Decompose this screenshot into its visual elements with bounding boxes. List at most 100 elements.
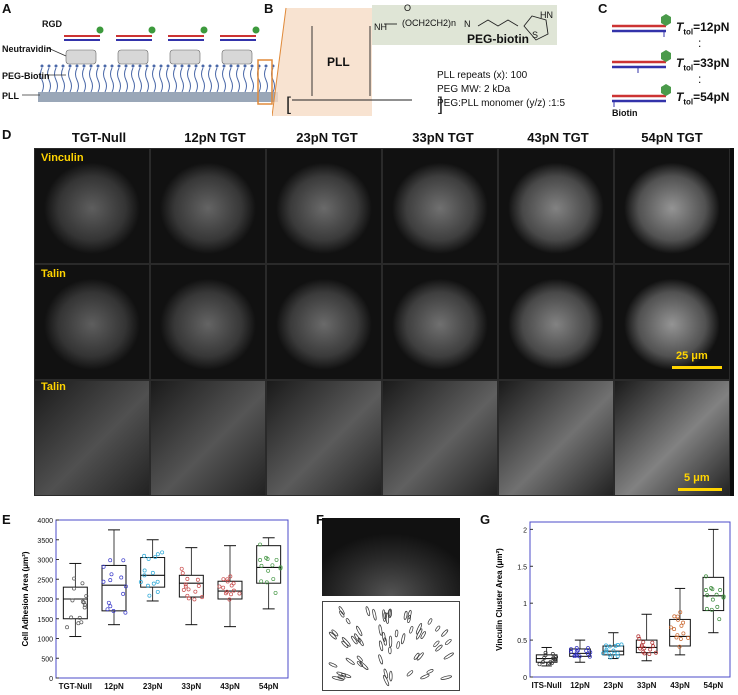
data-point [586,646,590,651]
data-point [155,552,160,557]
data-point [225,589,229,594]
data-point [264,580,269,585]
data-point [70,598,75,603]
box-TGT-Null [62,562,89,638]
data-point [543,650,548,655]
x-tick-label: TGT-Null [59,682,92,691]
panel-e-label: E [2,512,11,527]
box-23pN [138,539,166,602]
data-point [69,615,74,620]
data-point [710,597,715,602]
data-point [601,651,606,656]
rgd-label: RGD [42,19,62,29]
chem-chain: (OCH2CH2)n [402,18,457,28]
data-point [195,577,200,582]
data-point [717,617,722,622]
data-point [278,566,283,571]
y-tick-label: 0 [523,675,527,682]
tension-12pn: Ttol=12pN [676,20,730,37]
data-point [709,607,714,612]
data-point [237,591,242,596]
x-tick-label: 12pN [570,681,590,690]
col-header-12pn: 12pN TGT [184,130,246,145]
row-label-talin-zoom: Talin [41,381,66,393]
tension-33pn: Ttol=33pN [676,56,730,73]
data-point [568,649,573,654]
x-tick-label: 33pN [637,681,657,690]
data-point [108,604,113,609]
micrograph-r3-54pn [614,380,730,496]
micrograph-r2-43pn [498,264,614,380]
peg-biotin-chem-label: PEG-biotin [467,32,529,46]
data-point [81,600,86,605]
data-point [674,635,679,640]
data-point [72,576,77,581]
data-point [677,644,682,649]
panel-a-schematic [22,26,278,105]
data-point [704,574,708,579]
data-point [709,586,714,591]
data-point [554,654,559,659]
chem-s: S [532,30,539,40]
box-54pN [256,537,283,610]
data-point [686,635,691,640]
data-point [221,577,226,582]
data-point [186,587,191,592]
data-point [613,643,618,648]
note-peg-mw: PEG MW: 2 kDa [437,84,511,95]
data-point [185,576,190,581]
data-point [192,597,197,602]
data-point [636,634,641,639]
cluster-segmentation-map [322,601,460,691]
data-point [142,553,147,558]
box-54pN [702,528,726,634]
data-point [108,578,113,583]
panel-d-label: D [2,127,12,142]
panel-g-label: G [480,512,491,527]
data-point [142,573,147,578]
box-12pN [568,639,593,663]
data-point [648,647,653,652]
box-43pN [668,587,691,656]
micrograph-r2-33pn [382,264,498,380]
data-point [82,605,87,610]
data-point [668,625,673,630]
data-point [150,570,155,575]
data-point [681,631,686,636]
data-point [84,594,89,599]
data-point [651,644,656,649]
data-point [259,579,264,584]
data-point [105,607,110,612]
micrograph-r3-43pn [498,380,614,496]
panel-b-chemistry: [ ] [272,5,557,117]
data-point [704,606,709,611]
data-point [572,654,577,659]
y-tick-label: 2 [523,527,527,534]
box-ITS-Null [535,646,559,667]
data-point [77,615,82,620]
data-point [714,592,719,597]
data-point [228,574,233,579]
data-point [721,595,726,600]
x-tick-label: 54pN [704,681,724,690]
neutravidin-complexes [64,26,260,65]
panel-b-label: B [264,1,274,16]
x-tick-label: ITS-Null [532,681,562,690]
data-point [101,564,106,569]
micrograph-r1-tgt-null [34,148,150,264]
data-point [155,579,160,584]
pll-layer [38,92,278,102]
panel-f-label: F [316,512,324,527]
data-point [612,651,617,656]
data-point [274,557,279,562]
data-point [639,644,644,649]
data-point [537,662,542,667]
data-point [181,587,186,592]
data-point [574,649,579,654]
data-point [231,588,236,593]
chem-n: N [464,19,471,29]
data-point [569,647,573,652]
micrograph-r3-tgt-null [34,380,150,496]
note-peg-ratio: PEG:PLL monomer (y/z) :1:5 [437,98,566,109]
data-point [541,659,545,664]
